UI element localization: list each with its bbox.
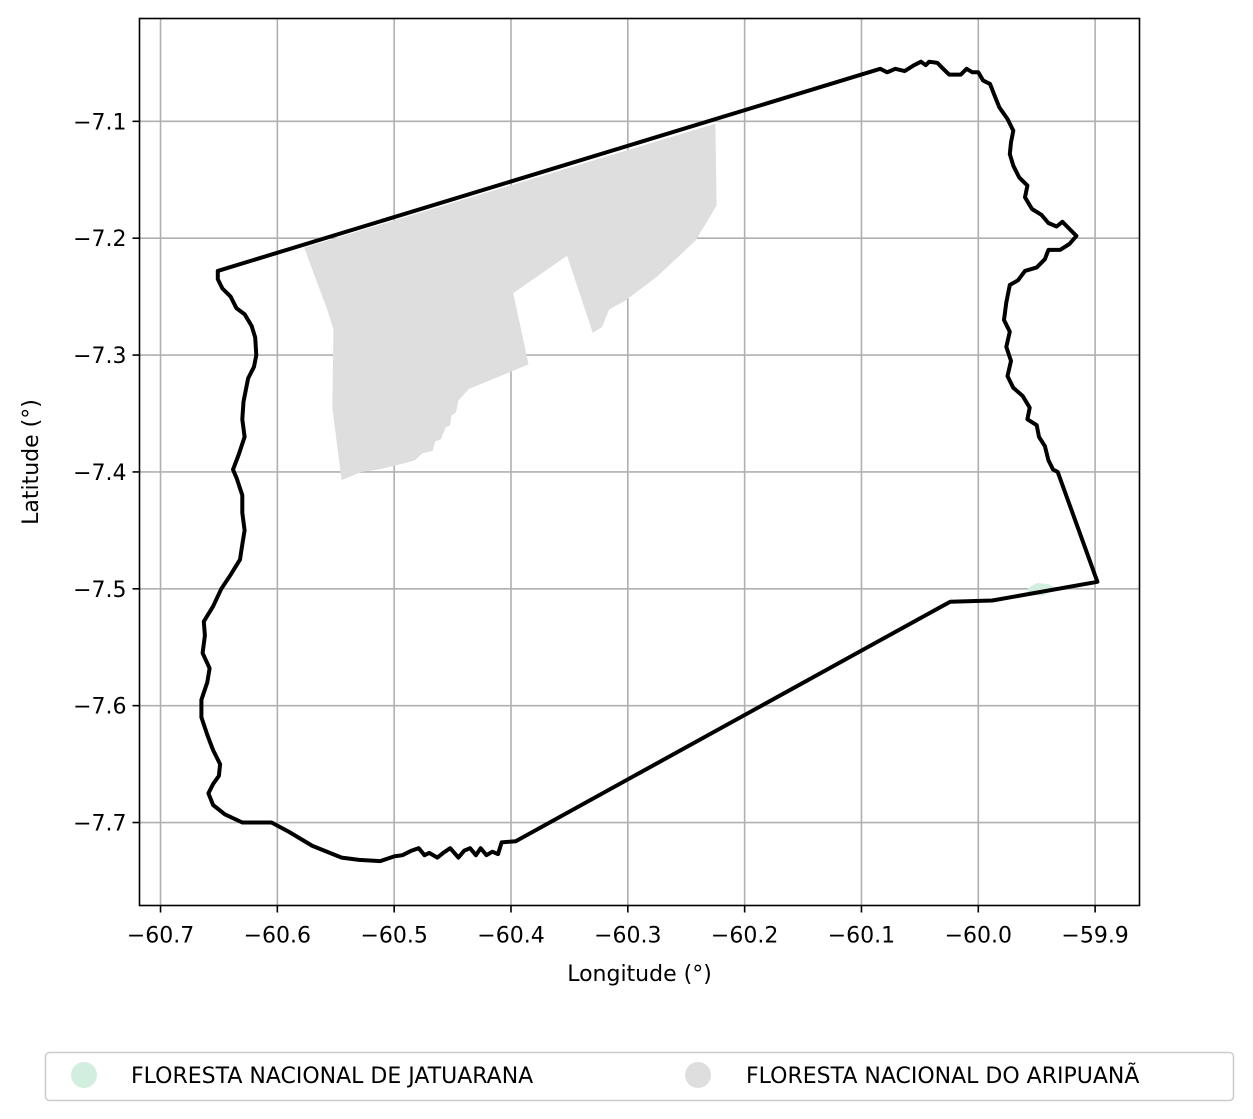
x-tick-label: −60.2: [711, 924, 778, 949]
x-tick-label: −59.9: [1061, 924, 1128, 949]
y-tick-label: −7.3: [73, 344, 126, 369]
legend: FLORESTA NACIONAL DE JATUARANA FLORESTA …: [46, 1053, 1234, 1101]
x-tick-label: −60.7: [127, 924, 194, 949]
legend-label-aripuana: FLORESTA NACIONAL DO ARIPUANÃ: [746, 1062, 1139, 1089]
y-tick-label: −7.7: [73, 812, 126, 837]
y-axis-title: Latitude (°): [19, 399, 44, 525]
legend-label-jatuarana: FLORESTA NACIONAL DE JATUARANA: [131, 1064, 533, 1089]
x-tick-label: −60.1: [828, 924, 895, 949]
x-tick-label: −60.3: [594, 924, 661, 949]
x-tick-label: −60.0: [945, 924, 1012, 949]
y-tick-label: −7.2: [73, 227, 126, 252]
x-axis-title: Longitude (°): [567, 962, 712, 987]
y-tick-label: −7.6: [73, 695, 126, 720]
y-tick-label: −7.5: [73, 578, 126, 603]
x-tick-label: −60.5: [360, 924, 427, 949]
y-tick-label: −7.4: [73, 461, 126, 486]
legend-marker-jatuarana: [71, 1062, 97, 1088]
x-axis-ticks: −60.7 −60.6 −60.5 −60.4 −60.3 −60.2 −60.1 −60.0…: [127, 906, 1129, 949]
y-tick-label: −7.1: [73, 110, 126, 135]
x-tick-label: −60.4: [477, 924, 544, 949]
x-tick-label: −60.6: [244, 924, 311, 949]
legend-marker-aripuana: [685, 1062, 711, 1088]
